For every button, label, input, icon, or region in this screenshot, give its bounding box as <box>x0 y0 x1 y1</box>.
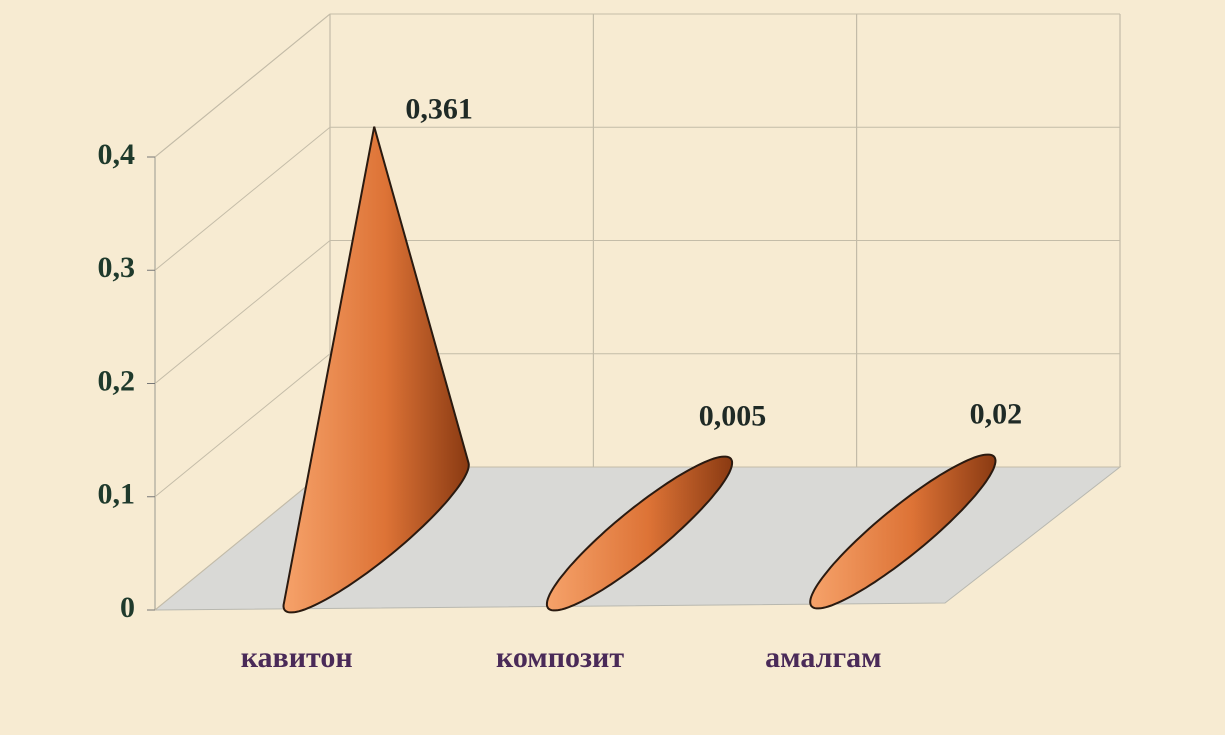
value-label: 0,02 <box>970 397 1023 430</box>
y-tick-label: 0,4 <box>98 138 136 171</box>
grid-line <box>154 353 331 498</box>
y-tick-label: 0 <box>120 591 135 624</box>
cone <box>545 455 734 612</box>
y-tick-label: 0,2 <box>98 364 136 397</box>
value-label: 0,361 <box>405 93 473 126</box>
cone <box>809 453 997 610</box>
grid-line <box>154 126 331 271</box>
x-tick-label: амалгам <box>765 641 881 674</box>
grid-line <box>154 13 331 158</box>
y-tick-label: 0,1 <box>98 478 136 511</box>
value-label: 0,005 <box>699 399 767 432</box>
y-tick-label: 0,3 <box>98 251 136 284</box>
x-tick-label: композит <box>496 641 624 674</box>
x-tick-label: кавитон <box>241 641 353 674</box>
grid-line <box>154 466 331 611</box>
cone <box>282 126 470 614</box>
grid-line <box>154 240 331 384</box>
